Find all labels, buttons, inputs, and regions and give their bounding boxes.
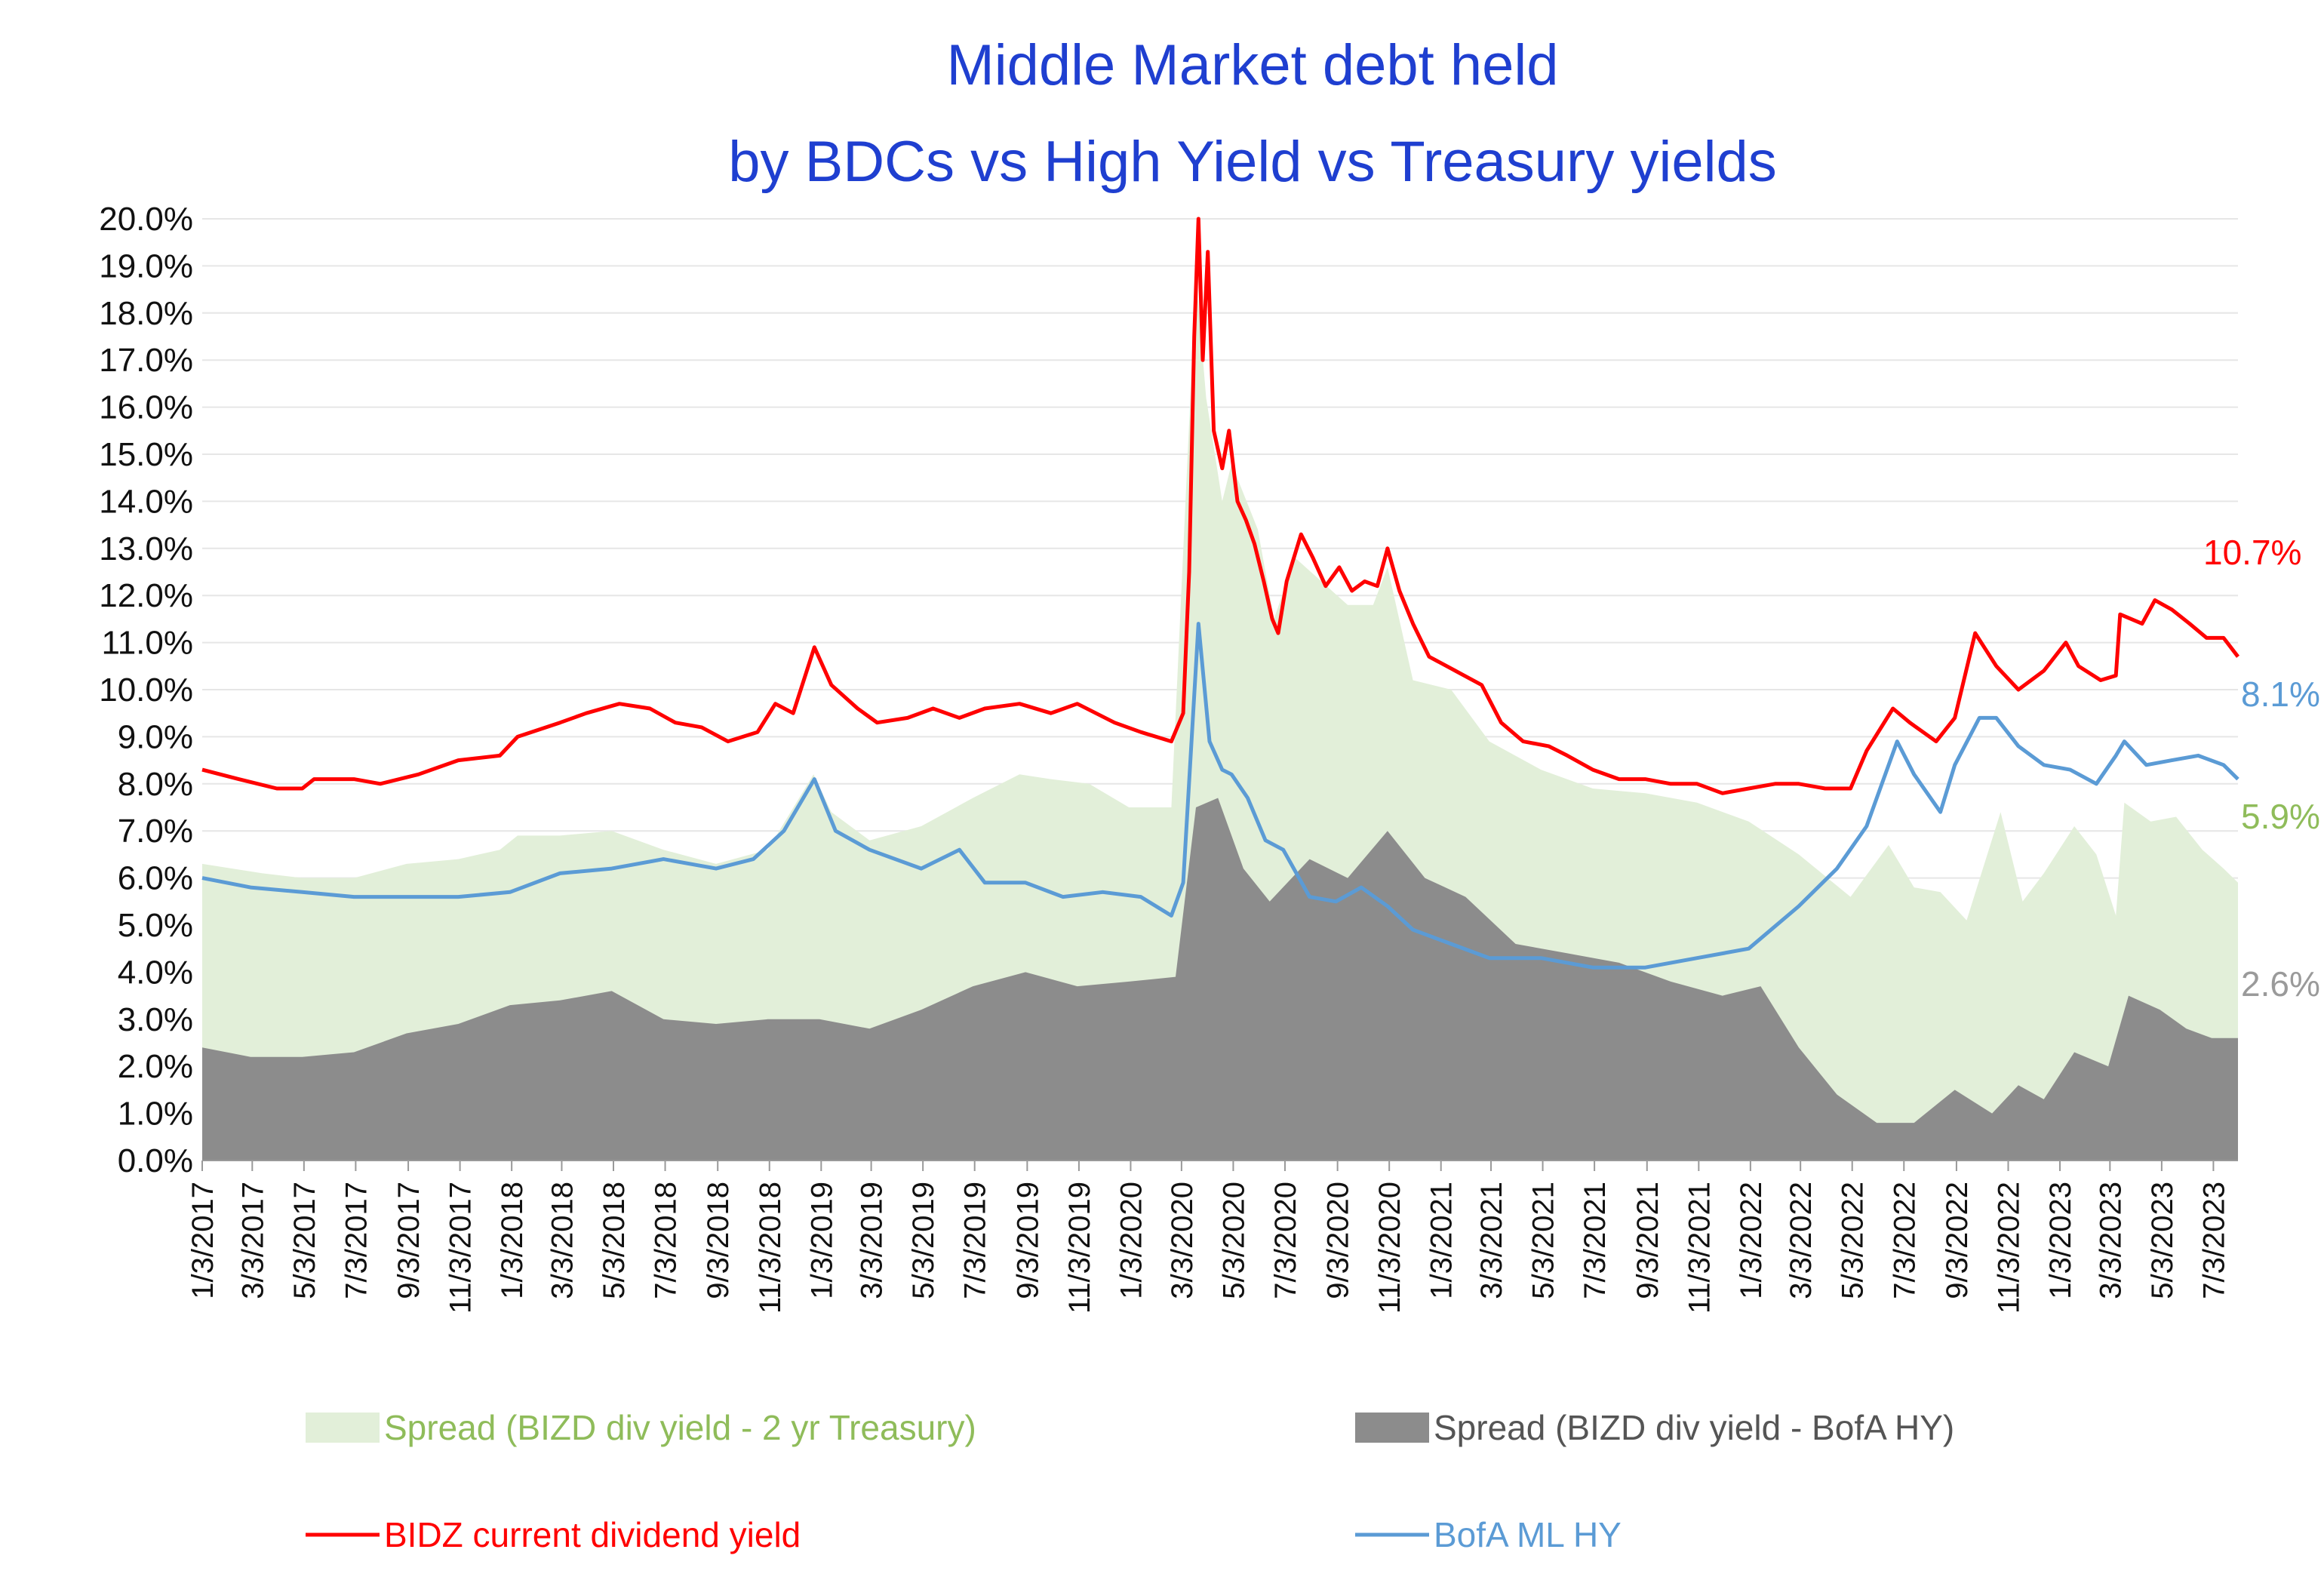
x-tick-label: 5/3/2018 — [598, 1182, 631, 1299]
y-tick-label: 18.0% — [99, 295, 193, 332]
x-tick-label: 11/3/2022 — [1992, 1182, 2025, 1314]
y-tick-label: 6.0% — [118, 860, 193, 897]
x-tick-label: 7/3/2021 — [1579, 1182, 1612, 1299]
y-tick-label: 2.0% — [118, 1048, 193, 1085]
y-tick-label: 16.0% — [99, 389, 193, 426]
x-tick-label: 9/3/2018 — [702, 1182, 735, 1299]
x-tick-label: 3/3/2018 — [546, 1182, 579, 1299]
x-tick-label: 7/3/2020 — [1269, 1182, 1302, 1299]
y-tick-label: 20.0% — [99, 201, 193, 238]
y-tick-label: 9.0% — [118, 718, 193, 755]
y-tick-label: 14.0% — [99, 483, 193, 520]
line-series — [201, 217, 2239, 970]
legend-label: BIDZ current dividend yield — [384, 1515, 801, 1554]
end-labels: 5.9% 2.6% 10.7% 8.1% — [2203, 533, 2320, 1004]
x-tick-label: 11/3/2018 — [754, 1182, 787, 1314]
legend-item: Spread (BIZD div yield - 2 yr Treasury) — [306, 1408, 976, 1447]
y-tick-label: 7.0% — [118, 813, 193, 850]
y-tick-label: 3.0% — [118, 1001, 193, 1038]
line-bofa-ml-hy — [201, 622, 2239, 970]
line-bizd-yield — [201, 217, 2239, 795]
x-tick-label: 3/3/2023 — [2094, 1182, 2127, 1299]
legend-item: BIDZ current dividend yield — [306, 1515, 801, 1554]
x-tick-label: 11/3/2021 — [1683, 1182, 1716, 1314]
legend-item: Spread (BIZD div yield - BofA HY) — [1355, 1408, 1954, 1447]
area-spread-treasury — [202, 275, 2238, 1160]
legend: Spread (BIZD div yield - 2 yr Treasury) S… — [306, 1408, 1954, 1554]
legend-swatch — [306, 1413, 380, 1443]
x-tick-label: 1/3/2022 — [1735, 1182, 1768, 1299]
x-tick-label: 7/3/2019 — [959, 1182, 992, 1299]
x-tick-label: 1/3/2019 — [805, 1182, 838, 1299]
end-value-label: 5.9% — [2241, 797, 2320, 836]
x-tick-label: 9/3/2019 — [1011, 1182, 1044, 1299]
y-tick-label: 5.0% — [118, 907, 193, 944]
y-tick-label: 19.0% — [99, 247, 193, 284]
chart-title-line-2: by BDCs vs High Yield vs Treasury yields — [728, 130, 1777, 194]
x-tick-label: 5/3/2023 — [2146, 1182, 2179, 1299]
x-tick-label: 5/3/2019 — [907, 1182, 940, 1299]
x-tick-label: 9/3/2021 — [1631, 1182, 1665, 1299]
legend-swatch — [1355, 1413, 1429, 1443]
x-tick-label: 9/3/2017 — [392, 1182, 426, 1299]
x-tick-label: 11/3/2017 — [444, 1182, 478, 1314]
x-tick-label: 1/3/2023 — [2044, 1182, 2077, 1299]
y-tick-label: 4.0% — [118, 954, 193, 991]
x-tick-label: 3/3/2017 — [236, 1182, 269, 1299]
y-tick-label: 8.0% — [118, 766, 193, 803]
legend-label: BofA ML HY — [1434, 1515, 1622, 1554]
x-tick-label: 11/3/2019 — [1063, 1182, 1096, 1314]
y-tick-label: 0.0% — [118, 1142, 193, 1179]
axes — [201, 1160, 2238, 1171]
x-tick-label: 7/3/2022 — [1888, 1182, 1921, 1299]
x-tick-label: 3/3/2019 — [856, 1182, 889, 1299]
y-axis-ticks: 20.0% 19.0% 18.0% 17.0% 16.0% 15.0% 14.0% 13.0%… — [99, 201, 193, 1179]
x-tick-label: 5/3/2021 — [1527, 1182, 1560, 1299]
x-tick-label: 7/3/2018 — [650, 1182, 683, 1299]
area-series — [202, 275, 2238, 1160]
x-tick-label: 1/3/2017 — [186, 1182, 220, 1299]
y-tick-label: 17.0% — [99, 342, 193, 379]
chart-title-line-1: Middle Market debt held — [946, 33, 1558, 97]
legend-item: BofA ML HY — [1355, 1515, 1622, 1554]
legend-label: Spread (BIZD div yield - 2 yr Treasury) — [384, 1408, 976, 1447]
x-tick-label: 9/3/2020 — [1322, 1182, 1355, 1299]
y-tick-label: 13.0% — [99, 530, 193, 567]
end-value-label: 2.6% — [2241, 964, 2320, 1004]
x-tick-label: 7/3/2017 — [340, 1182, 373, 1299]
x-tick-label: 1/3/2021 — [1425, 1182, 1459, 1299]
x-tick-label: 5/3/2020 — [1217, 1182, 1250, 1299]
y-tick-label: 11.0% — [102, 625, 194, 662]
y-tick-label: 12.0% — [99, 577, 193, 614]
x-tick-label: 9/3/2022 — [1941, 1182, 1974, 1299]
x-tick-label: 3/3/2020 — [1166, 1182, 1199, 1299]
y-tick-label: 10.0% — [99, 672, 193, 709]
x-tick-label: 5/3/2017 — [288, 1182, 321, 1299]
y-tick-label: 1.0% — [118, 1096, 193, 1133]
x-tick-label: 11/3/2020 — [1373, 1182, 1406, 1314]
end-value-label: 8.1% — [2241, 675, 2320, 714]
x-tick-label: 3/3/2022 — [1784, 1182, 1818, 1299]
x-tick-label: 5/3/2022 — [1837, 1182, 1870, 1299]
x-tick-label: 1/3/2020 — [1114, 1182, 1148, 1299]
end-value-label: 10.7% — [2203, 533, 2301, 572]
x-tick-label: 7/3/2023 — [2197, 1182, 2230, 1299]
area-spread-bofa-hy — [202, 798, 2238, 1160]
legend-label: Spread (BIZD div yield - BofA HY) — [1434, 1408, 1954, 1447]
x-tick-label: 1/3/2018 — [496, 1182, 529, 1299]
x-axis-ticks: 1/3/2017 3/3/2017 5/3/2017 7/3/2017 9/3/2017… — [186, 1182, 2230, 1314]
y-tick-label: 15.0% — [99, 436, 193, 473]
x-tick-label: 3/3/2021 — [1475, 1182, 1508, 1299]
